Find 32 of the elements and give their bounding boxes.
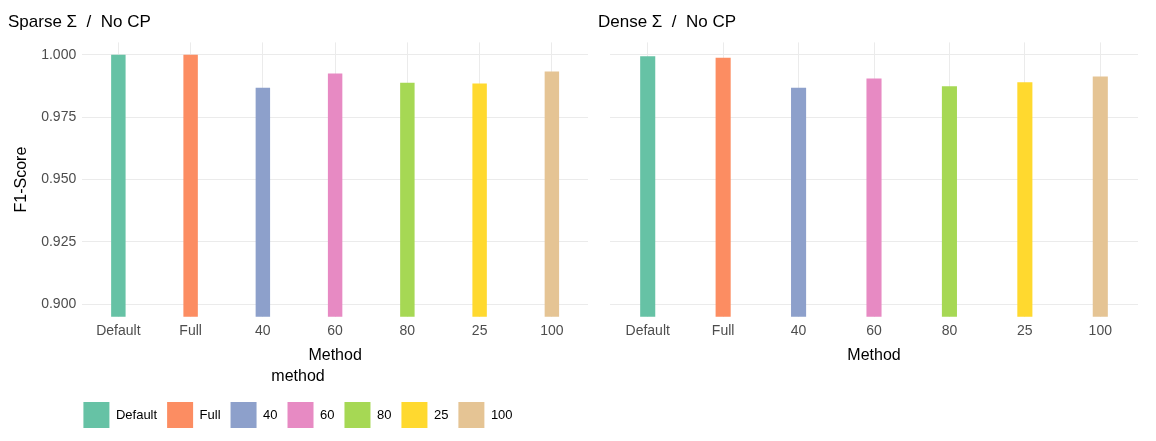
x-tick-label: 80 [399, 322, 416, 339]
x-tick-label: 40 [790, 322, 807, 339]
y-tick-label: 0.900 [41, 295, 77, 312]
legend-label: 25 [433, 406, 449, 422]
y-tick-label: 0.975 [41, 108, 77, 125]
legend-label: Default [115, 406, 158, 422]
x-tick-label: Default [625, 322, 670, 339]
legend-title: method [271, 367, 325, 385]
x-tick-label: 100 [540, 322, 564, 339]
x-tick-label: 25 [1017, 322, 1033, 339]
y-tick-label: 0.950 [41, 170, 77, 187]
y-tick-label: 1.000 [41, 45, 77, 62]
legend-label: 80 [376, 406, 392, 422]
x-tick-label: 100 [1088, 322, 1113, 339]
x-tick-label: 60 [327, 322, 344, 339]
x-axis-title: Method [308, 345, 362, 363]
chart-title: Dense Σ / No CP [598, 11, 737, 31]
y-axis-title: F1-Score [12, 146, 30, 213]
chart-title: Sparse Σ / No CP [8, 11, 151, 31]
x-tick-label: 40 [255, 322, 271, 339]
legend-label: 100 [490, 406, 513, 422]
x-axis-title: Method [847, 345, 901, 363]
x-tick-label: 80 [941, 322, 958, 339]
legend-label: 40 [263, 406, 278, 422]
x-tick-label: 25 [471, 322, 488, 339]
y-tick-label: 0.925 [41, 232, 77, 249]
legend-label: Full [199, 406, 221, 422]
x-tick-label: Full [711, 322, 735, 339]
x-tick-label: Full [179, 322, 202, 339]
legend-label: 60 [320, 406, 335, 422]
x-tick-label: Default [96, 322, 141, 339]
x-tick-label: 60 [866, 322, 882, 339]
